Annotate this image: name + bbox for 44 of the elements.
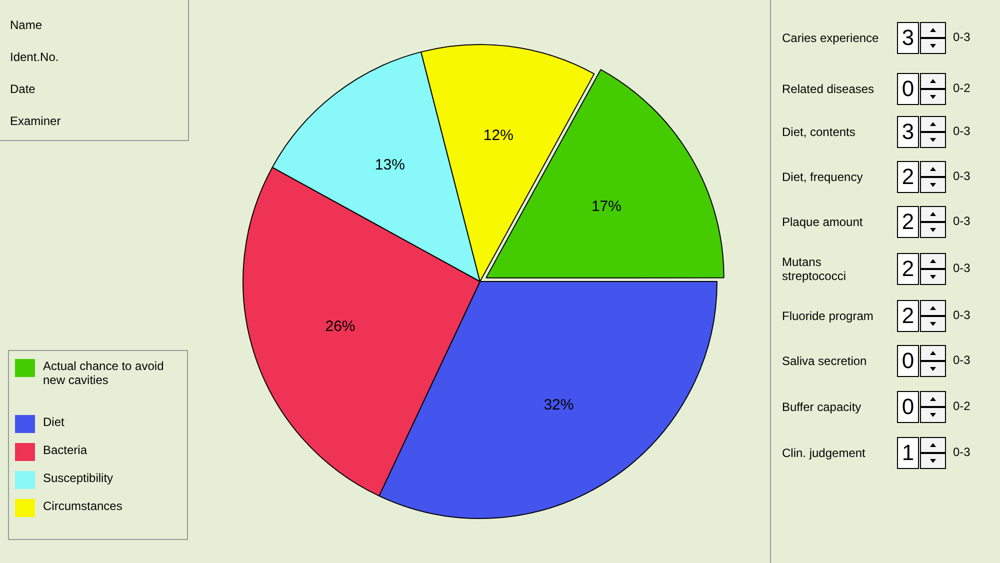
text: 2 <box>902 303 914 328</box>
text: 0 <box>902 394 914 419</box>
text: Ident.No. <box>10 50 59 64</box>
data-label: 13% <box>374 156 405 174</box>
text: 3 <box>902 119 914 144</box>
legend-label: Diet <box>43 415 64 429</box>
text: 0 <box>902 348 914 373</box>
text: 0-3 <box>953 30 970 44</box>
legend-label: Actual chance to avoid new cavities <box>43 359 165 387</box>
category-label: Related diseases <box>782 81 876 98</box>
category-label: Diet, frequency <box>782 169 864 186</box>
text: 0-3 <box>953 445 970 459</box>
text: 2 <box>902 164 914 189</box>
data-label: 17% <box>591 198 622 215</box>
text: 3 <box>902 25 914 50</box>
category-label: Caries experience <box>782 30 880 47</box>
legend-label: Susceptibility <box>43 471 114 485</box>
text: Examiner <box>10 114 61 128</box>
text: 0-3 <box>953 169 970 183</box>
category-label: Plaque amount <box>782 214 864 231</box>
category-label: Clin. judgement <box>782 445 866 462</box>
text: Name <box>10 18 42 32</box>
text: 0-2 <box>953 81 970 95</box>
text: 0-2 <box>953 399 970 413</box>
data-label: 26% <box>325 318 356 336</box>
text: 0-3 <box>953 124 970 138</box>
text: Date <box>10 82 36 96</box>
text: 0-3 <box>953 261 970 275</box>
text: 0-3 <box>953 353 970 367</box>
legend-label: Bacteria <box>43 443 88 457</box>
text: 0-3 <box>953 308 970 322</box>
category-label: Buffer capacity <box>782 399 862 416</box>
data-label: 32% <box>544 396 574 414</box>
category-label: Diet, contents <box>782 124 856 141</box>
data-label: 12% <box>483 126 514 144</box>
text: 0 <box>902 76 914 101</box>
text: 2 <box>902 256 914 281</box>
category-label: Fluoride program <box>782 308 874 325</box>
text: 0-3 <box>953 214 970 228</box>
category-label: Saliva secretion <box>782 353 868 370</box>
category-label: Mutans streptococci <box>782 254 848 285</box>
text: 1 <box>902 440 914 465</box>
text: 2 <box>902 209 914 234</box>
legend-label: Circumstances <box>43 499 122 513</box>
